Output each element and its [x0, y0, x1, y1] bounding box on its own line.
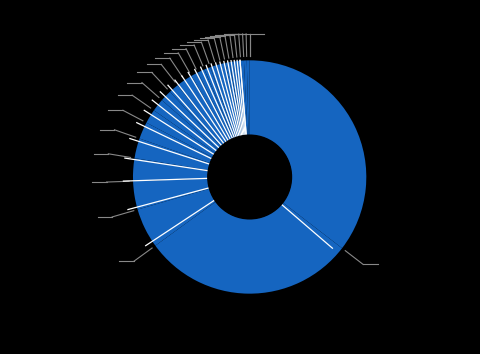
Wedge shape: [154, 100, 218, 153]
Wedge shape: [178, 80, 227, 144]
Wedge shape: [185, 76, 229, 142]
Wedge shape: [133, 178, 209, 210]
Wedge shape: [170, 85, 224, 147]
Wedge shape: [192, 73, 231, 141]
Wedge shape: [210, 65, 238, 138]
Wedge shape: [162, 92, 221, 149]
Wedge shape: [133, 158, 208, 181]
Wedge shape: [225, 62, 242, 136]
Wedge shape: [234, 61, 245, 136]
Wedge shape: [221, 63, 241, 136]
Wedge shape: [247, 60, 250, 135]
Wedge shape: [244, 61, 249, 135]
Wedge shape: [229, 62, 244, 136]
Wedge shape: [198, 69, 233, 139]
Wedge shape: [156, 202, 342, 294]
Wedge shape: [138, 189, 216, 246]
Wedge shape: [146, 110, 216, 158]
Wedge shape: [250, 60, 366, 248]
Wedge shape: [240, 61, 248, 135]
Wedge shape: [134, 138, 210, 170]
Circle shape: [208, 135, 291, 219]
Wedge shape: [204, 67, 236, 138]
Wedge shape: [140, 123, 213, 163]
Wedge shape: [237, 61, 246, 135]
Wedge shape: [216, 64, 240, 137]
